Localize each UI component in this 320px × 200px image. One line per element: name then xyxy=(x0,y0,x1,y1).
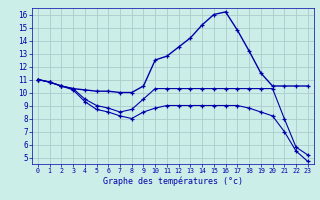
X-axis label: Graphe des températures (°c): Graphe des températures (°c) xyxy=(103,177,243,186)
